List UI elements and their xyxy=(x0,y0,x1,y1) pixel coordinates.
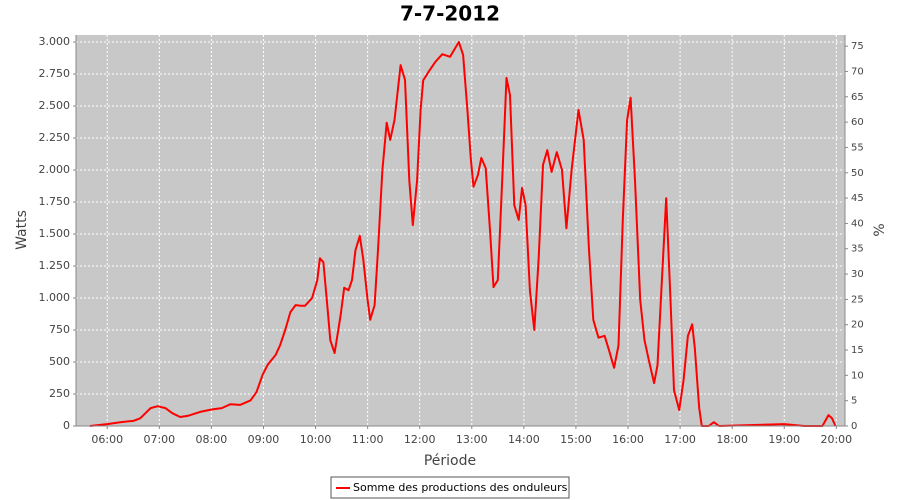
y2-tick-label: 40 xyxy=(851,218,864,229)
x-axis-title: Période xyxy=(424,453,476,469)
legend-box xyxy=(330,476,570,499)
legend: Somme des productions des onduleurs xyxy=(330,476,570,499)
grid xyxy=(76,35,845,427)
y2-tick-label: 65 xyxy=(851,92,864,103)
y-tick-label: 1.250 xyxy=(39,259,71,272)
x-tick-label: 13:00 xyxy=(456,433,488,446)
y-tick-label: 2.750 xyxy=(39,67,71,80)
x-tick-label: 07:00 xyxy=(143,433,175,446)
y2-tick-label: 15 xyxy=(851,345,864,356)
y-tick-label: 0 xyxy=(63,419,70,432)
y-tick-label: 2.000 xyxy=(39,163,71,176)
y2-tick-label: 25 xyxy=(851,294,864,305)
y-tick-label: 2.250 xyxy=(39,131,71,144)
x-tick-label: 06:00 xyxy=(91,433,123,446)
y2-tick-label: 5 xyxy=(851,396,857,407)
legend-label: Somme des productions des onduleurs xyxy=(353,481,568,494)
y2-tick-label: 20 xyxy=(851,320,864,331)
x-tick-label: 12:00 xyxy=(404,433,436,446)
marks xyxy=(89,41,837,427)
y2-tick-label: 10 xyxy=(851,370,864,381)
y2-axis-title: % xyxy=(872,223,888,236)
y2-tick-label: 70 xyxy=(851,66,864,77)
x-tick-label: 08:00 xyxy=(196,433,228,446)
x-tick-label: 14:00 xyxy=(508,433,540,446)
y-tick-label: 500 xyxy=(49,355,70,368)
y2-tick-label: 60 xyxy=(851,117,864,128)
y-tick-label: 3.000 xyxy=(39,35,71,48)
x-tick-label: 18:00 xyxy=(716,433,748,446)
y-tick-label: 1.000 xyxy=(39,291,71,304)
plot-area xyxy=(76,35,845,426)
x-tick-label: 20:00 xyxy=(820,433,852,446)
x-tick-label: 16:00 xyxy=(612,433,644,446)
y-tick-label: 1.750 xyxy=(39,195,71,208)
y2-tick-label: 55 xyxy=(851,142,864,153)
y-tick-label: 1.500 xyxy=(39,227,71,240)
y2-tick-label: 50 xyxy=(851,168,864,179)
y2-tick-label: 35 xyxy=(851,244,864,255)
x-tick-label: 10:00 xyxy=(300,433,332,446)
y2-tick-label: 30 xyxy=(851,269,864,280)
y-axis-title: Watts xyxy=(14,210,30,250)
x-tick-label: 15:00 xyxy=(560,433,592,446)
y2-tick-label: 0 xyxy=(851,421,857,432)
x-tick-label: 17:00 xyxy=(664,433,696,446)
y-tick-label: 750 xyxy=(49,323,70,336)
y-tick-label: 250 xyxy=(49,387,70,400)
chart-title: 7-7-2012 xyxy=(400,2,500,26)
x-tick-label: 19:00 xyxy=(768,433,800,446)
x-tick-label: 11:00 xyxy=(352,433,384,446)
line-series xyxy=(89,41,837,427)
y2-tick-label: 45 xyxy=(851,193,864,204)
y2-tick-label: 75 xyxy=(851,41,864,52)
y-tick-label: 2.500 xyxy=(39,99,71,112)
x-tick-label: 09:00 xyxy=(248,433,280,446)
